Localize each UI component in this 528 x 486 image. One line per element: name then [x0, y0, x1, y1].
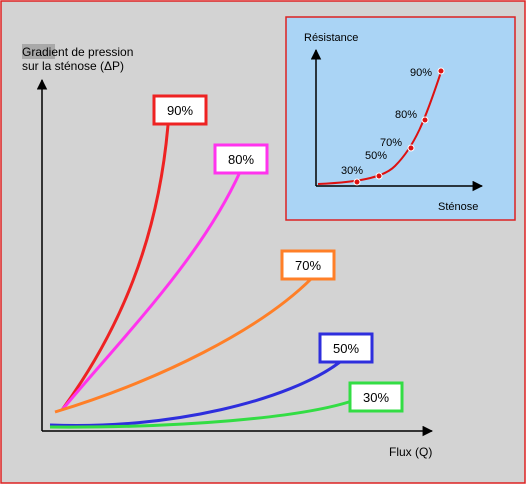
inset-point-90 [437, 67, 445, 75]
y-axis-label-line2: sur la sténose (ΔP) [22, 59, 124, 73]
label-box-50: 50% [318, 332, 374, 364]
label-90: 90% [167, 103, 193, 118]
curve-90 [60, 124, 170, 411]
inset-point-30 [353, 178, 361, 186]
y-axis-label-line1: Gradient de pression [22, 45, 133, 59]
inset-point-50 [375, 172, 383, 180]
label-30: 30% [363, 390, 389, 405]
curve-80 [60, 171, 242, 411]
curve-70 [54, 276, 314, 414]
label-box-30: 30% [348, 381, 404, 413]
label-box-90: 90% [152, 94, 208, 126]
inset-y-axis-label: Résistance [304, 32, 358, 44]
x-axis-label: Flux (Q) [389, 445, 432, 459]
inset-x-axis-label: Sténose [438, 201, 478, 213]
label-80: 80% [228, 152, 254, 167]
curve-30 [49, 399, 353, 429]
label-70: 70% [295, 258, 321, 273]
y-label-highlight [22, 44, 55, 59]
label-box-80: 80% [213, 143, 269, 175]
label-box-70: 70% [280, 249, 336, 281]
curve-50 [49, 360, 341, 428]
label-50: 50% [333, 341, 359, 356]
inset-label-50: 50% [365, 150, 387, 162]
inset-point-70 [407, 144, 415, 152]
inset-resistance-chart: Résistance Sténose 90% 80% 70% 50% 30% [285, 16, 516, 221]
inset-label-90: 90% [410, 67, 432, 79]
inset-label-70: 70% [380, 137, 402, 149]
inset-label-80: 80% [395, 109, 417, 121]
inset-point-80 [421, 116, 429, 124]
inset-label-30: 30% [341, 165, 363, 177]
